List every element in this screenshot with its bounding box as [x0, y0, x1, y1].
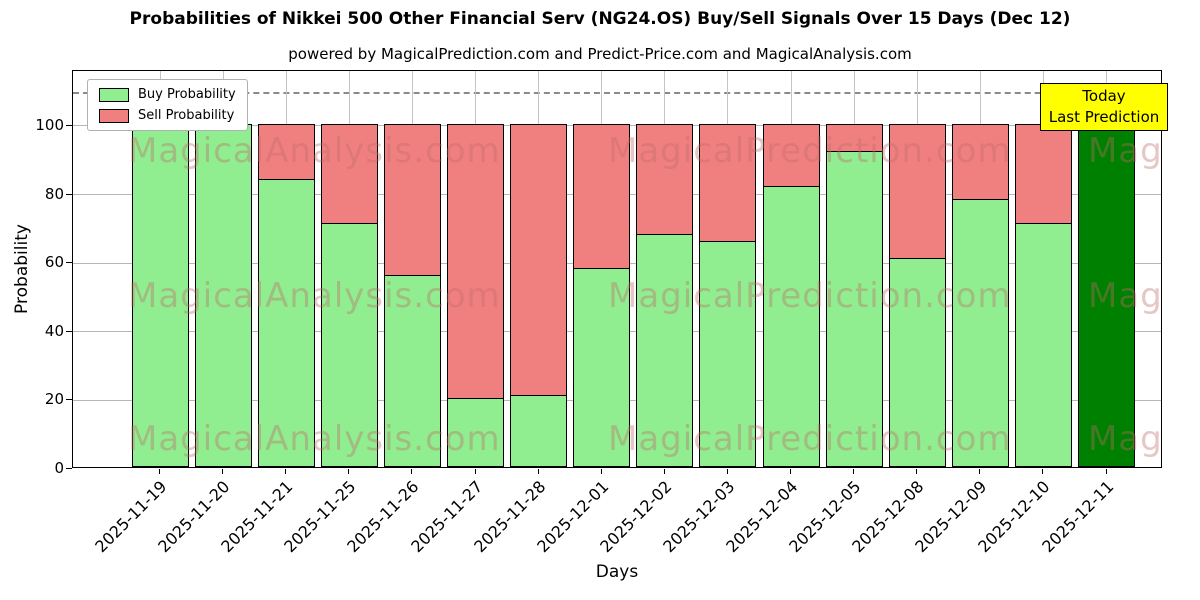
sell-legend-label: Sell Probability — [138, 108, 235, 123]
bar-2025-12-08-buy-segment — [888, 257, 946, 467]
today-box-line2: Last Prediction — [1048, 108, 1160, 126]
bar-2025-11-25-buy-segment — [320, 223, 378, 467]
bar-2025-12-04-buy-segment — [762, 185, 820, 467]
today-box: Today Last Prediction — [1040, 83, 1168, 131]
y-tick-label: 20 — [44, 390, 64, 409]
bar-2025-12-01-sell-segment — [573, 123, 631, 269]
y-tick-label: 40 — [44, 321, 64, 340]
legend-item-sell: Sell Probability — [99, 108, 236, 123]
watermark-layer: MagicalAnalysis.com MagicalPrediction.com… — [73, 71, 1161, 467]
watermark-text: MagicalAnalysis.com — [1088, 419, 1161, 459]
buy-legend-label: Buy Probability — [138, 87, 236, 102]
x-tick — [222, 469, 224, 474]
bar-2025-12-04-sell-segment — [762, 123, 820, 187]
x-tick — [600, 469, 602, 474]
y-tick-label: 60 — [44, 253, 64, 272]
watermark-text: MagicalPrediction.com — [608, 419, 1012, 459]
x-tick — [411, 469, 413, 474]
bar-2025-12-01-buy-segment — [573, 268, 631, 467]
bar-2025-12-11-buy-segment — [1078, 123, 1135, 467]
bar-2025-11-28-sell-segment — [510, 123, 568, 396]
x-tick — [853, 469, 855, 474]
y-tick — [66, 262, 72, 264]
bar-2025-11-26-buy-segment — [383, 274, 441, 467]
legend-item-buy: Buy Probability — [99, 87, 236, 102]
x-tick — [285, 469, 287, 474]
bar-2025-11-21-buy-segment — [257, 178, 315, 467]
watermark-text: MagicalAnalysis.com — [128, 131, 501, 171]
bar-2025-11-27-sell-segment — [447, 123, 504, 400]
watermark-text: MagicalAnalysis.com — [1088, 131, 1161, 171]
bar-2025-12-03-sell-segment — [699, 123, 757, 242]
x-tick — [159, 469, 160, 474]
bar-2025-12-03-buy-segment — [699, 240, 757, 467]
bar-2025-12-02-sell-segment — [636, 123, 694, 235]
y-tick-label: 0 — [54, 459, 64, 477]
y-tick — [66, 468, 72, 469]
watermark-text: MagicalPrediction.com — [608, 131, 1012, 171]
buy-swatch — [99, 87, 129, 102]
bar-2025-12-09-sell-segment — [951, 123, 1009, 201]
bar-2025-11-21-sell-segment — [257, 123, 315, 180]
y-tick-label: 80 — [44, 184, 64, 203]
bar-2025-11-19-buy-segment — [131, 123, 189, 467]
x-tick — [979, 469, 981, 474]
bars-layer — [73, 71, 1161, 467]
y-tick-label: 100 — [35, 115, 64, 134]
watermark-text: MagicalAnalysis.com — [1088, 276, 1161, 316]
x-tick — [348, 469, 350, 474]
bar-2025-12-09-buy-segment — [951, 199, 1009, 467]
bar-2025-12-02-buy-segment — [636, 233, 694, 467]
watermark-text: MagicalAnalysis.com — [128, 276, 501, 316]
x-tick — [663, 469, 665, 474]
bar-2025-11-28-buy-segment — [510, 394, 568, 467]
x-tick — [790, 469, 791, 474]
legend: Buy Probability Sell Probability — [87, 79, 248, 131]
sell-swatch — [99, 108, 129, 123]
y-tick — [66, 399, 72, 401]
bar-2025-12-08-sell-segment — [888, 123, 946, 259]
x-tick — [474, 469, 476, 474]
bar-2025-12-05-buy-segment — [825, 151, 883, 467]
plot-area: MagicalAnalysis.com MagicalPrediction.com… — [72, 70, 1162, 468]
x-tick — [1042, 469, 1044, 474]
x-tick — [916, 469, 918, 474]
x-axis-label: Days — [595, 562, 639, 582]
x-tick — [1105, 469, 1107, 474]
bar-2025-11-25-sell-segment — [320, 123, 378, 225]
y-tick — [66, 124, 72, 126]
bar-2025-12-05-sell-segment — [825, 123, 883, 153]
chart-title: Probabilities of Nikkei 500 Other Financ… — [129, 9, 1071, 29]
watermark-text: MagicalAnalysis.com — [128, 419, 501, 459]
y-tick — [66, 330, 72, 332]
bar-2025-12-10-sell-segment — [1014, 123, 1072, 225]
dashed-threshold-line — [73, 91, 1161, 94]
bar-2025-11-20-buy-segment — [194, 123, 252, 467]
x-tick — [726, 469, 728, 474]
x-tick — [537, 469, 539, 474]
watermark-text: MagicalPrediction.com — [608, 276, 1012, 316]
today-box-line1: Today — [1082, 87, 1126, 105]
chart-subtitle: powered by MagicalPrediction.com and Pre… — [288, 45, 912, 63]
bar-2025-11-26-sell-segment — [383, 123, 441, 276]
y-tick — [66, 193, 72, 195]
